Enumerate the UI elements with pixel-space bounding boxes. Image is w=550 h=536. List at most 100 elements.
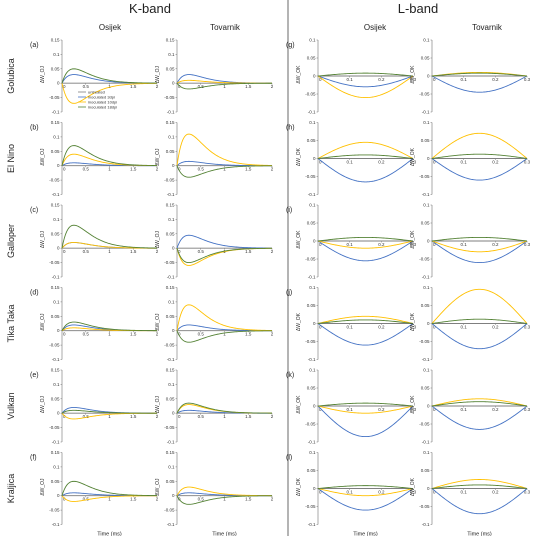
y-axis-label: ΔW_OJ [155, 230, 161, 248]
series-line-3dpi [177, 75, 272, 84]
y-axis-label: ΔW_OJ [40, 395, 46, 413]
y-tick-label: 0 [57, 246, 60, 251]
y-tick-label: -0.05 [49, 178, 60, 183]
y-tick-label: 0.1 [168, 52, 175, 57]
y-tick-label: -0.1 [167, 440, 175, 445]
y-tick-label: 0 [427, 156, 430, 161]
l-osijek-title: Osijek [364, 23, 387, 32]
x-tick-label: 0.1 [347, 242, 354, 247]
y-tick-label: -0.05 [419, 504, 430, 509]
y-tick-label: 0 [427, 74, 430, 79]
panel-letter: (b) [30, 125, 39, 132]
panel-letter: (d) [30, 290, 39, 297]
x-tick-label: 2 [271, 497, 274, 502]
y-axis-label: ΔW_OJ [40, 313, 46, 331]
series-line-10dpi [432, 133, 527, 158]
y-tick-label: 0 [57, 81, 60, 86]
y-tick-label: 0.05 [421, 138, 430, 143]
y-axis-label: ΔW_OJ [155, 65, 161, 83]
y-tick-label: 0.1 [53, 299, 60, 304]
series-line-18dpi [318, 237, 413, 241]
y-tick-label: 0.15 [51, 203, 60, 208]
y-tick-label: 0.05 [51, 314, 60, 319]
y-tick-label: -0.05 [164, 260, 175, 265]
y-tick-label: 0.05 [307, 386, 316, 391]
y-tick-label: -0.05 [49, 508, 60, 513]
panel-k-tovarnik-1: -0.1-0.0500.050.10.150 0.5 1 1.5 2ΔW_OJ [155, 120, 274, 197]
series-line-18dpi [62, 322, 157, 331]
x-tick-label: 0.2 [492, 77, 499, 82]
series-line-3dpi [318, 324, 413, 346]
x-tick-label: 1.5 [130, 497, 137, 502]
y-tick-label: 0.05 [421, 303, 430, 308]
panel-letter: (l) [286, 455, 292, 462]
y-tick-label: 0 [172, 411, 175, 416]
y-tick-label: -0.1 [422, 440, 430, 445]
y-tick-label: 0 [427, 239, 430, 244]
y-tick-label: -0.1 [422, 522, 430, 527]
y-tick-label: 0.15 [51, 450, 60, 455]
y-tick-label: -0.05 [49, 425, 60, 430]
y-tick-label: -0.05 [164, 508, 175, 513]
series-line-10dpi [318, 142, 413, 158]
y-tick-label: 0.1 [53, 382, 60, 387]
y-tick-label: -0.05 [49, 260, 60, 265]
x-tick-label: 0.5 [83, 167, 90, 172]
x-tick-label: 1.5 [245, 249, 252, 254]
panel-k-tovarnik-0: -0.1-0.0500.050.10.150 0.5 1 1.5 2ΔW_OJ [155, 38, 274, 115]
x-axis-label: Time (ms) [467, 532, 492, 536]
y-tick-label: -0.05 [164, 343, 175, 348]
variety-label: Golubica [6, 58, 16, 94]
series-line-18dpi [432, 154, 527, 158]
y-tick-label: -0.1 [52, 440, 60, 445]
panel-k-osijek-3: -0.1-0.0500.050.10.150 0.5 1 1.5 2ΔW_OJ(d) [30, 285, 159, 362]
panel-letter: (k) [286, 372, 294, 379]
y-axis-label: ΔW_OJ [155, 313, 161, 331]
k-osijek-title: Osijek [99, 23, 122, 32]
series-line-18dpi [432, 485, 527, 489]
x-tick-label: 0.2 [492, 160, 499, 165]
y-axis-label: ΔW_OJ [40, 65, 46, 83]
y-tick-label: 0.1 [168, 217, 175, 222]
y-tick-label: 0.05 [307, 56, 316, 61]
x-tick-label: 1.5 [245, 497, 252, 502]
y-tick-label: -0.05 [419, 174, 430, 179]
x-tick-label: 1.5 [245, 414, 252, 419]
k-band-title: K-band [129, 1, 171, 16]
series-line-10dpi [318, 489, 413, 496]
y-tick-label: 0.1 [309, 38, 316, 43]
x-tick-label: 2 [156, 84, 159, 89]
panel-l-tovarnik-3: -0.1-0.0500.050.10 0.1 0.2 0.3ΔW_OK [410, 285, 531, 362]
y-tick-label: 0.05 [166, 231, 175, 236]
x-tick-label: 2 [271, 249, 274, 254]
y-tick-label: -0.1 [52, 275, 60, 280]
y-tick-label: -0.05 [305, 174, 316, 179]
y-tick-label: 0.15 [166, 38, 175, 43]
y-tick-label: -0.1 [308, 110, 316, 115]
x-tick-label: 0.1 [461, 325, 468, 330]
y-tick-label: 0.05 [51, 231, 60, 236]
x-tick-label: 2 [156, 249, 159, 254]
x-tick-label: 2 [156, 332, 159, 337]
y-tick-label: 0.1 [168, 134, 175, 139]
x-tick-label: 1.5 [130, 249, 137, 254]
panel-letter: (e) [30, 372, 39, 379]
y-tick-label: -0.05 [419, 257, 430, 262]
x-tick-label: 0.5 [83, 249, 90, 254]
y-tick-label: -0.1 [52, 357, 60, 362]
y-axis-label: ΔW_OK [296, 147, 302, 166]
panel-letter: (h) [286, 125, 295, 132]
x-axis-label: Time (ms) [97, 532, 122, 536]
y-tick-label: 0.05 [51, 396, 60, 401]
y-tick-label: 0.05 [166, 149, 175, 154]
y-tick-label: -0.05 [305, 339, 316, 344]
y-axis-label: ΔW_OJ [155, 395, 161, 413]
x-tick-label: 2 [156, 167, 159, 172]
y-tick-label: -0.1 [167, 275, 175, 280]
y-tick-label: 0.05 [166, 479, 175, 484]
x-tick-label: 1.5 [130, 332, 137, 337]
y-tick-label: 0 [313, 404, 316, 409]
y-tick-label: 0.15 [51, 120, 60, 125]
y-tick-label: -0.1 [167, 522, 175, 527]
